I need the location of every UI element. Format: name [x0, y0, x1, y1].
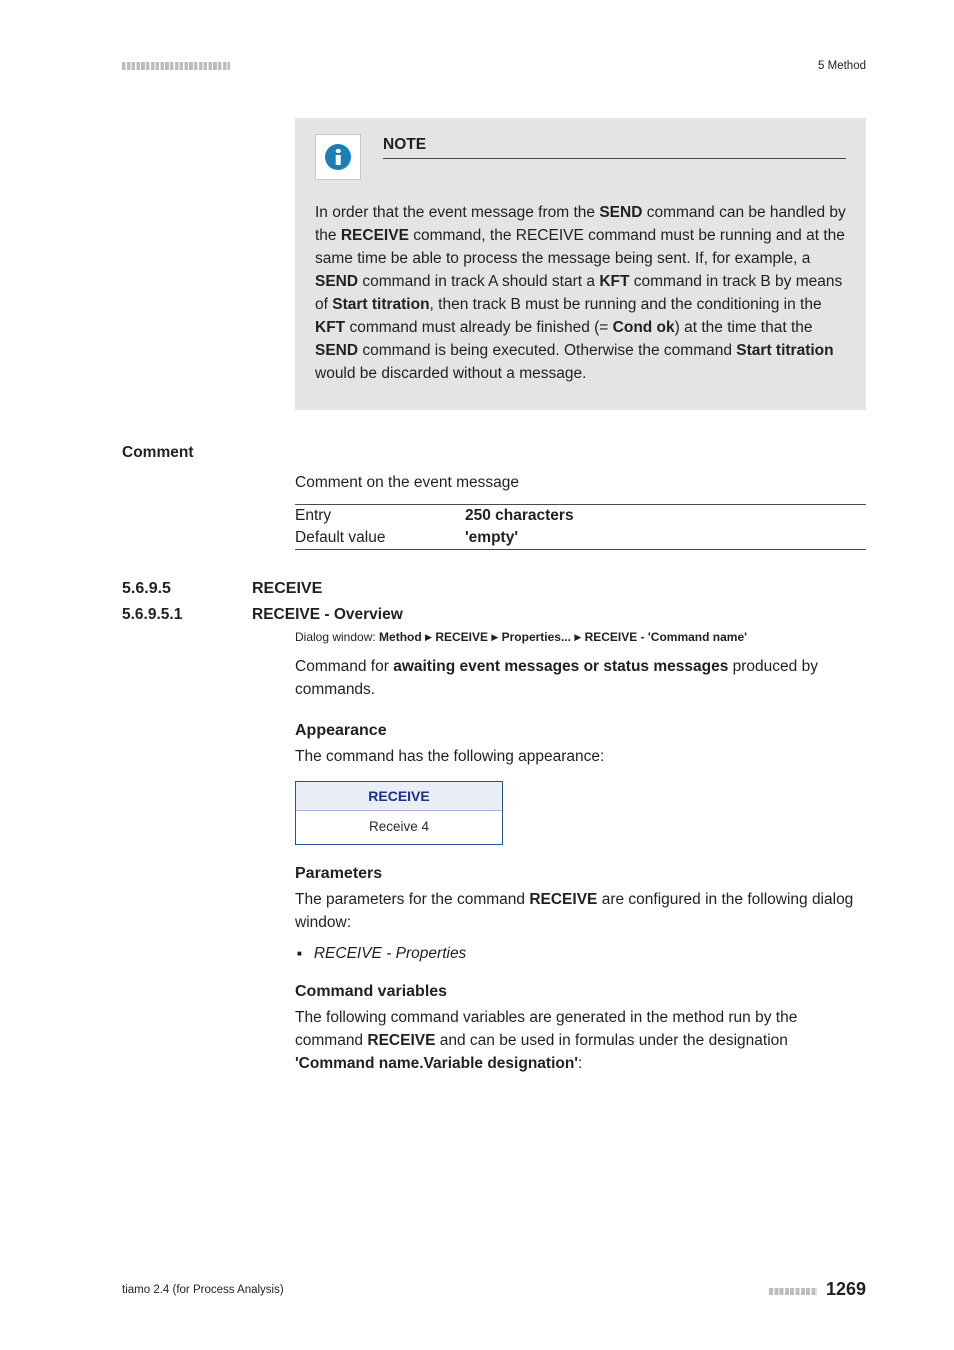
command-variables-heading: Command variables: [295, 983, 866, 1001]
header-section-label: 5 Method: [818, 60, 866, 72]
comment-row: Default value'empty': [295, 527, 866, 549]
appearance-heading: Appearance: [295, 722, 866, 740]
footer-right: 1269: [769, 1279, 866, 1300]
receive-widget-title: RECEIVE: [296, 782, 502, 811]
receive-widget-subtitle: Receive 4: [296, 811, 502, 844]
dialog-path-segment: Method: [379, 630, 422, 644]
comment-row: Entry250 characters: [295, 505, 866, 527]
note-callout: NOTE In order that the event message fro…: [295, 118, 866, 410]
note-bold-term: Cond ok: [613, 319, 675, 336]
dialog-path-segment: Properties...: [502, 630, 571, 644]
note-bold-term: KFT: [315, 319, 345, 336]
info-icon: [325, 144, 351, 170]
note-bold-term: RECEIVE: [341, 227, 409, 244]
cmdvars-desc-bold: 'Command name.Variable designation': [295, 1055, 578, 1072]
header-ornament: [122, 62, 230, 70]
dialog-path: Dialog window: Method ▶ RECEIVE ▶ Proper…: [295, 630, 866, 644]
page-number: 1269: [826, 1279, 866, 1299]
command-description: Command for awaiting event messages or s…: [295, 656, 866, 702]
comment-value: 250 characters: [465, 507, 574, 525]
subsection-heading: 5.6.9.5.1 RECEIVE - Overview: [122, 606, 866, 624]
cmdvars-desc-bold: RECEIVE: [367, 1032, 435, 1049]
note-bold-term: SEND: [315, 273, 358, 290]
page-footer: tiamo 2.4 (for Process Analysis) 1269: [122, 1279, 866, 1300]
appearance-desc: The command has the following appearance…: [295, 746, 866, 769]
note-bold-term: SEND: [315, 342, 358, 359]
comment-table: Entry250 charactersDefault value'empty': [295, 504, 866, 550]
dialog-path-segment: RECEIVE - 'Command name': [585, 630, 747, 644]
comment-key: Entry: [295, 507, 465, 525]
comment-key: Default value: [295, 529, 465, 547]
comment-value: 'empty': [465, 529, 518, 547]
section-number: 5.6.9.5: [122, 580, 222, 598]
cmd-desc-bold: awaiting event messages or status messag…: [393, 658, 728, 675]
note-bold-term: Start titration: [332, 296, 429, 313]
footer-left: tiamo 2.4 (for Process Analysis): [122, 1284, 284, 1296]
subsection-title: RECEIVE - Overview: [252, 606, 403, 624]
section-title: RECEIVE: [252, 580, 322, 598]
subsection-number: 5.6.9.5.1: [122, 606, 222, 624]
note-bold-term: KFT: [599, 273, 629, 290]
parameters-heading: Parameters: [295, 865, 866, 883]
footer-ornament: [769, 1288, 817, 1295]
dialog-path-segment: RECEIVE: [435, 630, 488, 644]
section-heading: 5.6.9.5 RECEIVE: [122, 580, 866, 598]
note-title: NOTE: [383, 136, 846, 159]
receive-command-widget: RECEIVE Receive 4: [295, 781, 503, 845]
command-variables-desc: The following command variables are gene…: [295, 1007, 866, 1076]
params-desc-bold: RECEIVE: [529, 891, 597, 908]
comment-heading: Comment: [122, 444, 866, 462]
comment-desc: Comment on the event message: [295, 472, 866, 495]
info-icon-frame: [315, 134, 361, 180]
note-bold-term: SEND: [599, 204, 642, 221]
parameters-list-item: RECEIVE - Properties: [297, 945, 866, 963]
note-body: In order that the event message from the…: [315, 202, 846, 386]
parameters-desc: The parameters for the command RECEIVE a…: [295, 889, 866, 935]
parameters-list: RECEIVE - Properties: [295, 945, 866, 963]
page-header: 5 Method: [122, 60, 866, 72]
note-bold-term: Start titration: [736, 342, 833, 359]
